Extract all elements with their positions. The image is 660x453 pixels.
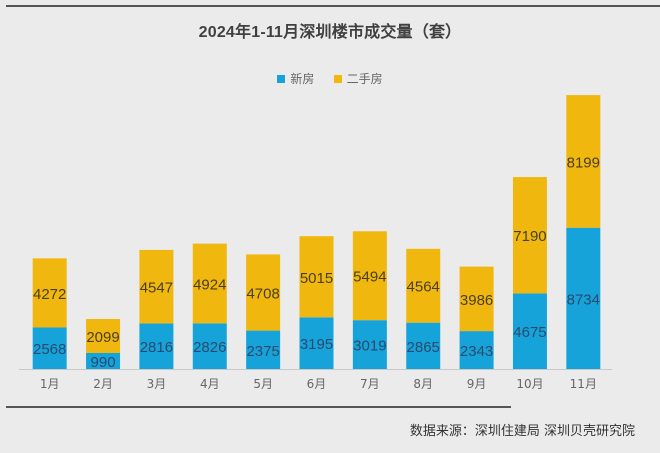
data-label-new-7: 3019 [353,338,386,355]
legend-label-new-homes: 新房 [290,72,315,86]
bar-new-2 [86,352,121,369]
data-label-new-8: 2865 [407,339,440,356]
data-label-new-2: 990 [91,354,116,371]
data-label-new-1: 2568 [33,341,66,358]
bar-resale-5 [246,254,281,331]
bar-resale-3 [139,249,174,324]
bar-new-8 [406,322,441,369]
legend-label-resale-homes: 二手房 [346,72,383,86]
x-tick-label: 4月 [200,377,220,391]
data-label-new-3: 2816 [140,339,173,356]
data-label-resale-5: 4708 [246,286,279,303]
x-tick-label: 11月 [570,377,597,391]
bar-resale-1 [32,258,67,328]
data-label-resale-8: 4564 [407,279,440,296]
bar-new-11 [566,227,601,369]
legend-item-resale-homes: 二手房 [333,70,383,87]
data-label-new-5: 2375 [246,343,279,360]
bar-new-5 [246,330,281,369]
data-label-resale-9: 3986 [460,292,493,309]
chart-title: 2024年1-11月深圳楼市成交量（套） [198,24,462,41]
legend-item-new-homes: 新房 [277,70,314,87]
x-tick-label: 6月 [307,377,327,391]
top-rule [6,5,660,7]
bar-new-3 [139,323,174,369]
x-tick-label: 7月 [360,377,380,391]
x-tick-label: 5月 [253,377,273,391]
data-label-new-11: 8734 [567,291,600,308]
bar-resale-11 [566,95,601,228]
x-tick-label: 10月 [516,377,543,391]
bar-new-1 [32,327,67,369]
bar-new-10 [512,293,547,369]
source-note: 数据来源：深圳住建局 深圳贝壳研究院 [409,424,635,439]
bar-resale-4 [192,243,227,324]
data-label-new-6: 3195 [300,336,333,353]
bar-resale-6 [299,236,334,318]
data-label-new-10: 4675 [513,324,546,341]
bar-resale-7 [352,231,387,321]
legend: 新房 二手房 [0,70,660,87]
data-label-resale-7: 5494 [353,269,386,286]
bar-new-6 [299,317,334,369]
x-tick-label: 8月 [413,377,433,391]
data-label-resale-3: 4547 [140,280,173,297]
data-label-new-9: 2343 [460,343,493,360]
data-label-resale-11: 8199 [567,154,600,171]
legend-swatch-new-homes [277,74,286,83]
x-tick-label: 2月 [93,377,113,391]
bar-resale-2 [86,319,121,353]
legend-swatch-resale-homes [333,74,342,83]
bar-new-9 [459,331,494,369]
data-label-resale-10: 7190 [513,228,546,245]
bar-resale-10 [512,177,547,294]
bar-new-7 [352,320,387,369]
bar-new-4 [192,323,227,369]
bar-resale-8 [406,248,441,323]
data-label-new-4: 2826 [193,339,226,356]
x-tick-label: 9月 [467,377,487,391]
bar-resale-9 [459,266,494,332]
bottom-rule [6,406,511,408]
x-tick-label: 1月 [40,377,60,391]
data-label-resale-4: 4924 [193,276,226,293]
x-tick-label: 3月 [147,377,167,391]
data-label-resale-2: 2099 [86,329,119,346]
data-label-resale-1: 4272 [33,286,66,303]
data-label-resale-6: 5015 [300,270,333,287]
